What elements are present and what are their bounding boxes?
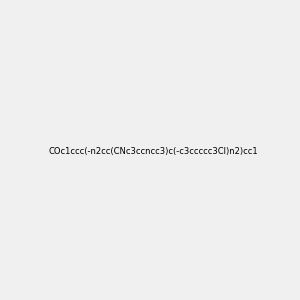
Text: COc1ccc(-n2cc(CNc3ccncc3)c(-c3ccccc3Cl)n2)cc1: COc1ccc(-n2cc(CNc3ccncc3)c(-c3ccccc3Cl)n… [49, 147, 259, 156]
